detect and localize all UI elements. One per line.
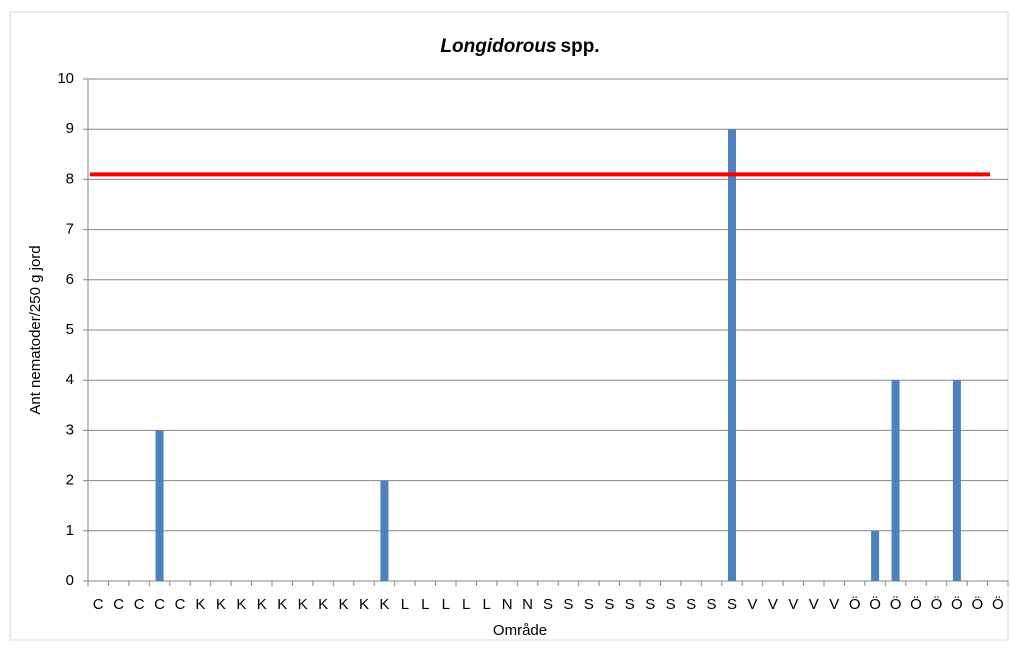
bar (380, 480, 389, 581)
x-tick-label: C (113, 596, 124, 613)
x-tick-label: K (339, 596, 349, 613)
x-tick-label: L (401, 596, 409, 613)
x-tick-label: Ö (910, 595, 922, 613)
x-tick-label: K (216, 596, 226, 613)
x-tick-label: S (584, 596, 594, 613)
title-rest: spp. (561, 36, 600, 57)
x-tick-label: V (768, 596, 778, 613)
x-tick-label: L (442, 596, 450, 613)
x-tick-label: S (604, 596, 614, 613)
bar (871, 530, 880, 581)
x-tick-label: L (482, 596, 490, 613)
x-tick-label: Ö (951, 595, 963, 613)
x-tick-label: C (134, 596, 145, 613)
x-tick-label: S (563, 596, 573, 613)
y-tick-label: 0 (66, 572, 74, 589)
x-tick-label: K (195, 596, 205, 613)
x-tick-label: Ö (971, 595, 983, 613)
x-tick-label: S (543, 596, 553, 613)
y-tick-label: 4 (66, 371, 74, 388)
x-tick-label: S (686, 596, 696, 613)
x-tick-label: K (318, 596, 328, 613)
x-tick-label: K (236, 596, 246, 613)
y-tick-label: 1 (66, 522, 74, 539)
x-tick-label: N (502, 596, 513, 613)
x-tick-label: K (298, 596, 308, 613)
y-axis-label: Ant nematoder/250 g jord (27, 245, 44, 414)
bar (728, 129, 736, 581)
x-tick-label: Ö (931, 595, 943, 613)
x-tick-label: V (809, 596, 819, 613)
x-tick-label: C (154, 596, 165, 613)
y-tick-label: 10 (57, 70, 74, 87)
x-tick-label: S (666, 596, 676, 613)
x-tick-label: Ö (992, 595, 1004, 613)
chart-border (9, 11, 1009, 641)
x-tick-label: N (522, 596, 533, 613)
x-tick-label: Ö (890, 595, 902, 613)
x-tick-label: C (175, 596, 186, 613)
x-tick-label: V (788, 596, 798, 613)
x-tick-label: S (707, 596, 717, 613)
x-tick-label: K (277, 596, 287, 613)
y-tick-label: 3 (66, 421, 74, 438)
y-tick-label: 2 (66, 472, 74, 489)
chart-title: Longidorous spp. (440, 36, 599, 57)
x-tick-label: Ö (849, 595, 861, 613)
x-tick-label: V (747, 596, 757, 613)
bar (952, 380, 961, 581)
x-tick-label: Ö (869, 595, 881, 613)
x-tick-label: L (421, 596, 429, 613)
y-tick-label: 7 (66, 221, 74, 238)
x-tick-label: K (379, 596, 389, 613)
bar (891, 380, 900, 581)
x-tick-label: S (727, 596, 737, 613)
y-tick-label: 8 (66, 170, 74, 187)
x-tick-label: L (462, 596, 470, 613)
x-tick-label: C (93, 596, 104, 613)
x-tick-label: V (829, 596, 839, 613)
x-tick-label: K (359, 596, 369, 613)
x-tick-label: S (625, 596, 635, 613)
bar (155, 430, 164, 581)
x-tick-label: S (645, 596, 655, 613)
x-axis-label: Område (493, 622, 547, 639)
x-tick-label: K (257, 596, 267, 613)
y-tick-label: 5 (66, 321, 74, 338)
title-italic: Longidorous (440, 36, 556, 57)
y-tick-label: 9 (66, 120, 74, 137)
y-tick-label: 6 (66, 271, 74, 288)
